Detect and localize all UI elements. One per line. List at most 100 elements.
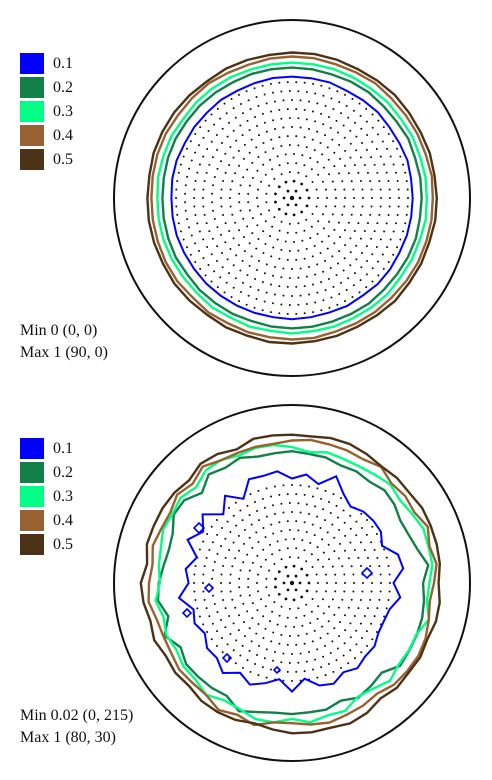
measurement-point [263, 300, 266, 303]
measurement-point [355, 244, 358, 247]
measurement-point [334, 573, 337, 576]
measurement-point [258, 519, 260, 522]
measurement-point [268, 184, 271, 187]
measurement-point [311, 668, 314, 671]
measurement-point [215, 259, 218, 262]
measurement-point [239, 209, 242, 212]
measurement-point [280, 117, 283, 120]
measurement-point [247, 201, 250, 204]
measurement-point [328, 306, 331, 309]
measurement-point [300, 595, 304, 599]
measurement-point [321, 153, 324, 156]
measurement-point [282, 99, 285, 102]
measurement-point [286, 135, 289, 138]
measurement-point [398, 197, 400, 199]
measurement-point [366, 644, 369, 647]
measurement-point [220, 545, 223, 548]
measurement-point [231, 598, 234, 601]
measurement-point [277, 207, 281, 211]
measurement-point [336, 131, 339, 134]
measurement-point [278, 257, 281, 260]
measurement-point [220, 205, 223, 208]
measurement-point [298, 196, 302, 200]
measurement-point [321, 213, 324, 216]
measurement-point [221, 526, 224, 529]
measurement-point [312, 311, 315, 314]
measurement-point [239, 102, 242, 105]
measurement-point [268, 594, 271, 597]
measurement-point [353, 657, 356, 660]
measurement-point [273, 601, 276, 604]
measurement-point [278, 164, 281, 167]
measurement-point [280, 558, 283, 561]
measurement-point [278, 642, 281, 645]
contour-level-0.4 [147, 438, 438, 727]
measurement-point [305, 589, 309, 593]
measurement-point [399, 155, 402, 158]
measurement-point [286, 108, 289, 111]
measurement-point [353, 272, 356, 275]
measurement-point [370, 541, 373, 544]
measurement-point [316, 487, 319, 490]
measurement-point [248, 594, 251, 597]
measurement-point [319, 252, 322, 255]
measurement-point [316, 102, 319, 105]
measurement-point [202, 590, 205, 593]
measurement-point [194, 151, 197, 154]
measurement-point [194, 564, 197, 567]
contour-level-0.1 [177, 470, 405, 694]
measurement-point [322, 612, 325, 615]
measurement-point [291, 126, 293, 128]
measurement-point [239, 509, 242, 512]
measurement-point [387, 261, 390, 264]
measurement-point [329, 512, 332, 515]
measurement-point [317, 558, 320, 561]
measurement-point [297, 117, 300, 120]
measurement-point [322, 299, 325, 302]
measurement-point [335, 582, 337, 584]
measurement-point [324, 104, 327, 107]
measurement-point [297, 634, 300, 637]
measurement-point [235, 254, 238, 257]
measurement-point [271, 168, 274, 171]
measurement-point [379, 188, 382, 191]
measurement-point [257, 289, 260, 292]
measurement-point [202, 623, 205, 626]
measurement-point [257, 590, 260, 593]
measurement-point [224, 626, 227, 629]
measurement-point [300, 182, 304, 186]
measurement-point [261, 112, 264, 115]
measurement-point [371, 197, 373, 199]
measurement-point [261, 497, 264, 500]
measurement-point [386, 246, 389, 249]
measurement-point [229, 573, 232, 576]
legend-label: 0.1 [53, 440, 73, 457]
measurement-point [228, 615, 231, 617]
measurement-point [340, 112, 342, 115]
measurement-point [322, 508, 325, 511]
measurement-point [254, 116, 257, 119]
measurement-point [237, 149, 240, 152]
measurement-point [175, 188, 178, 191]
measurement-point [366, 134, 369, 137]
measurement-point [324, 289, 327, 292]
measurement-point [361, 205, 364, 208]
measurement-point [262, 615, 265, 618]
measurement-point [369, 213, 372, 216]
measurement-point [280, 248, 283, 251]
measurement-point [295, 643, 298, 646]
legend-item-0.2: 0.2 [20, 77, 140, 99]
measurement-point [363, 615, 366, 618]
measurement-point [297, 502, 300, 505]
measurement-point [234, 116, 237, 119]
measurement-point [280, 661, 283, 664]
measurement-point [271, 610, 274, 613]
measurement-point [299, 267, 302, 270]
measurement-point [270, 668, 273, 671]
measurement-point [396, 180, 399, 183]
measurement-point [379, 573, 382, 576]
measurement-point [309, 541, 312, 544]
measurement-point [264, 627, 267, 630]
measurement-point [220, 582, 222, 584]
measurement-point [319, 141, 322, 144]
